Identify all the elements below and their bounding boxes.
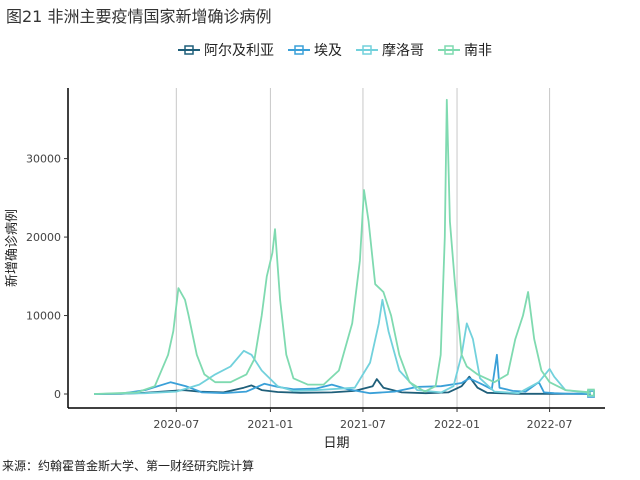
figure-title: 图21 非洲主要疫情国家新增确诊病例 [6, 7, 272, 26]
series-line-3 [93, 98, 592, 395]
legend-item-algeria: 阿尔及利亚 [178, 40, 274, 60]
legend-label-egypt: 埃及 [314, 43, 342, 59]
legend-item-egypt: 埃及 [288, 40, 342, 60]
x-tick-label-0: 2020-07 [153, 418, 199, 431]
legend-key-algeria [178, 45, 200, 55]
y-tick-label-2: 20000 [26, 231, 61, 244]
x-tick-label-4: 2022-07 [527, 418, 573, 431]
legend-item-south-africa: 南非 [438, 40, 492, 60]
source-note: 来源：约翰霍普金斯大学、第一财经研究院计算 [2, 459, 255, 473]
series-line-2 [93, 298, 592, 395]
vertical-gridlines [175, 88, 551, 408]
legend-key-egypt [288, 45, 310, 55]
x-tick-label-3: 2022-01 [434, 418, 480, 431]
legend-key-south-africa [438, 45, 460, 55]
legend-key-morocco [356, 45, 378, 55]
chart-axes [67, 88, 605, 409]
legend-label-south-africa: 南非 [464, 43, 492, 59]
series-lines [93, 98, 595, 398]
y-tick-label-1: 10000 [26, 310, 61, 323]
y-axis-title: 新增确诊病例 [4, 209, 20, 287]
x-axis-title: 日期 [323, 436, 349, 451]
x-tick-label-2: 2021-07 [340, 418, 386, 431]
legend-label-morocco: 摩洛哥 [382, 43, 424, 59]
axis-ticks: 2020-07 2021-01 2021-07 2022-01 2022-07 0 1000… [26, 153, 573, 431]
chart-legend: 阿尔及利亚 埃及 摩洛哥 南非 [178, 40, 506, 60]
series-end-marker-3 [587, 388, 595, 397]
y-tick-label-0: 0 [54, 388, 61, 401]
legend-item-morocco: 摩洛哥 [356, 40, 424, 60]
x-tick-label-1: 2021-01 [247, 418, 293, 431]
series-line-1 [93, 353, 592, 395]
y-tick-label-3: 30000 [26, 153, 61, 166]
legend-label-algeria: 阿尔及利亚 [204, 43, 274, 59]
